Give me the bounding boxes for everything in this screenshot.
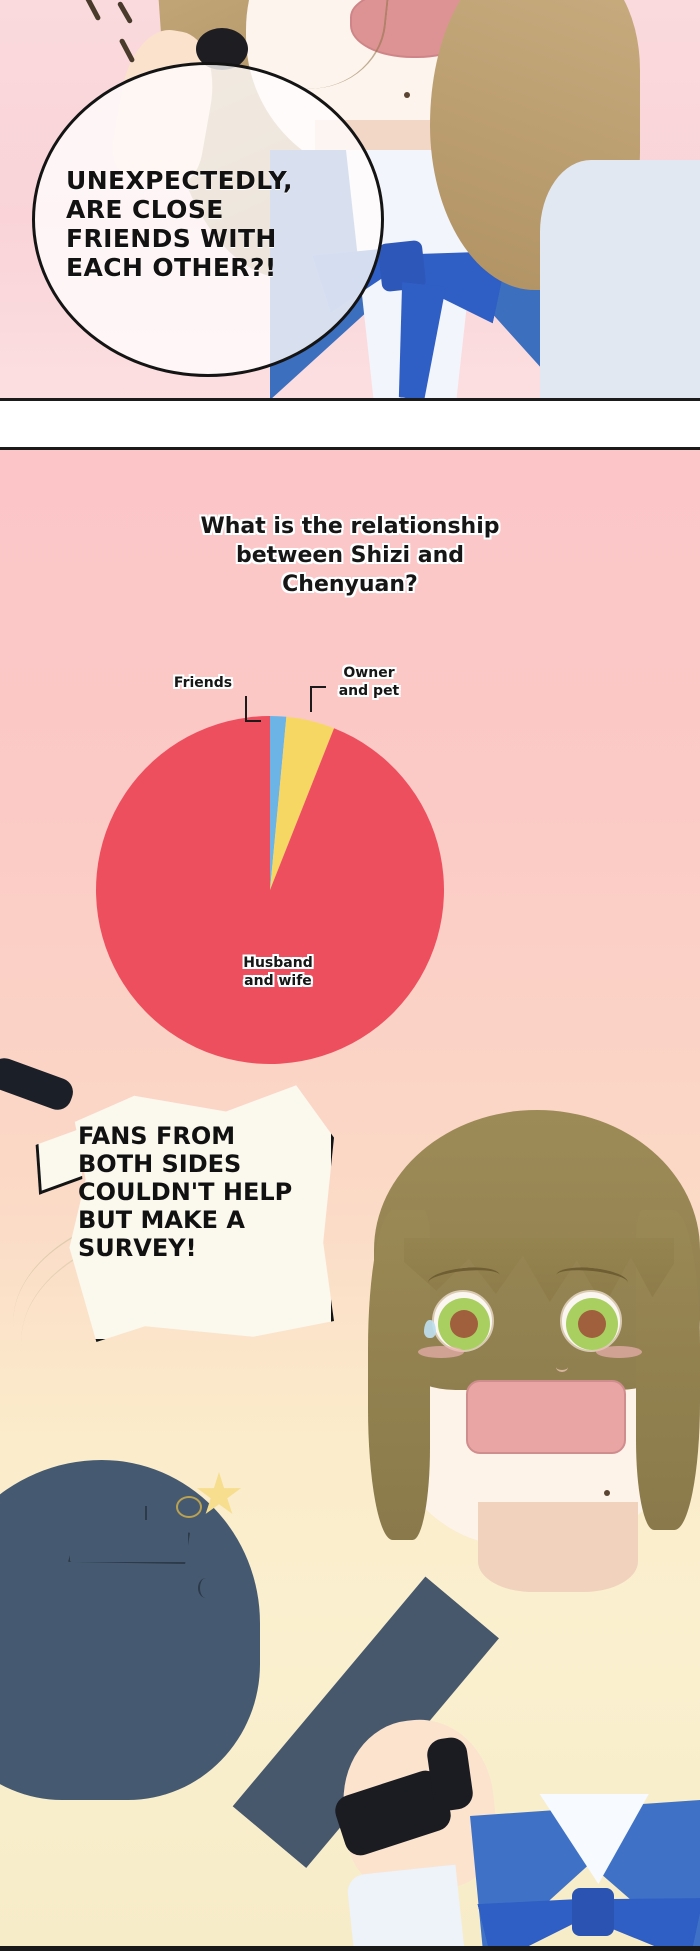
- chin-mole: [604, 1490, 610, 1496]
- pie-slice-husband-and-wife: [96, 716, 444, 1064]
- mascot-body: [0, 1460, 260, 1800]
- eye-right: [560, 1290, 622, 1352]
- panel-bottom-border: [0, 1946, 700, 1951]
- motion-line: [84, 0, 102, 22]
- panel-gutter: [0, 398, 700, 450]
- eye-left: [432, 1290, 494, 1352]
- pie-slice-friends: [270, 716, 287, 890]
- upper-speech-bubble-text: UNEXPECTEDLY, ARE CLOSE FRIENDS WITH EAC…: [66, 166, 293, 282]
- motion-line: [116, 0, 134, 25]
- spring-coil: [176, 1496, 202, 1518]
- pie-label-friends: Friends: [173, 675, 233, 691]
- sleeve: [540, 160, 700, 398]
- leader-line-friends-horizontal: [245, 720, 261, 722]
- pie-slice-owner-and-pet: [270, 716, 335, 890]
- pie-slice-group: [96, 716, 444, 1064]
- sleeve: [346, 1864, 468, 1951]
- mascot-eye: [198, 1578, 214, 1598]
- chin-mole: [404, 92, 410, 98]
- lower-speech-bubble-tail: [35, 1129, 83, 1195]
- open-mouth: [466, 1380, 626, 1454]
- pupil-right: [578, 1310, 606, 1338]
- leader-line-owner-horizontal: [310, 686, 326, 688]
- nose: [556, 1362, 568, 1372]
- leader-line-owner-vertical: [310, 686, 312, 712]
- blush-left: [418, 1346, 464, 1358]
- sweat-drop-icon: [424, 1320, 436, 1338]
- comic-panel-top: UNEXPECTEDLY, ARE CLOSE FRIENDS WITH EAC…: [0, 0, 700, 398]
- microphone-icon: [0, 1054, 77, 1114]
- blush-right: [596, 1346, 642, 1358]
- pie-label-owner-and-pet: Owner and pet: [338, 665, 400, 699]
- pie-label-husband-and-wife: Husband and wife: [243, 955, 313, 989]
- motion-line: [118, 37, 136, 64]
- neck: [478, 1502, 638, 1592]
- lower-speech-bubble-text: FANS FROM BOTH SIDES COULDN'T HELP BUT M…: [78, 1122, 293, 1262]
- mascot-tick: [145, 1506, 147, 1520]
- pie-chart: [96, 716, 444, 1064]
- leader-line-friends-vertical: [245, 696, 247, 722]
- upper-speech-bubble: [32, 62, 384, 377]
- ribbon-knot: [572, 1888, 614, 1936]
- chart-title: What is the relationship between Shizi a…: [200, 514, 500, 597]
- pie-chart-svg: [96, 716, 444, 1064]
- comic-panel-bottom: What is the relationship between Shizi a…: [0, 450, 700, 1951]
- pupil-left: [450, 1310, 478, 1338]
